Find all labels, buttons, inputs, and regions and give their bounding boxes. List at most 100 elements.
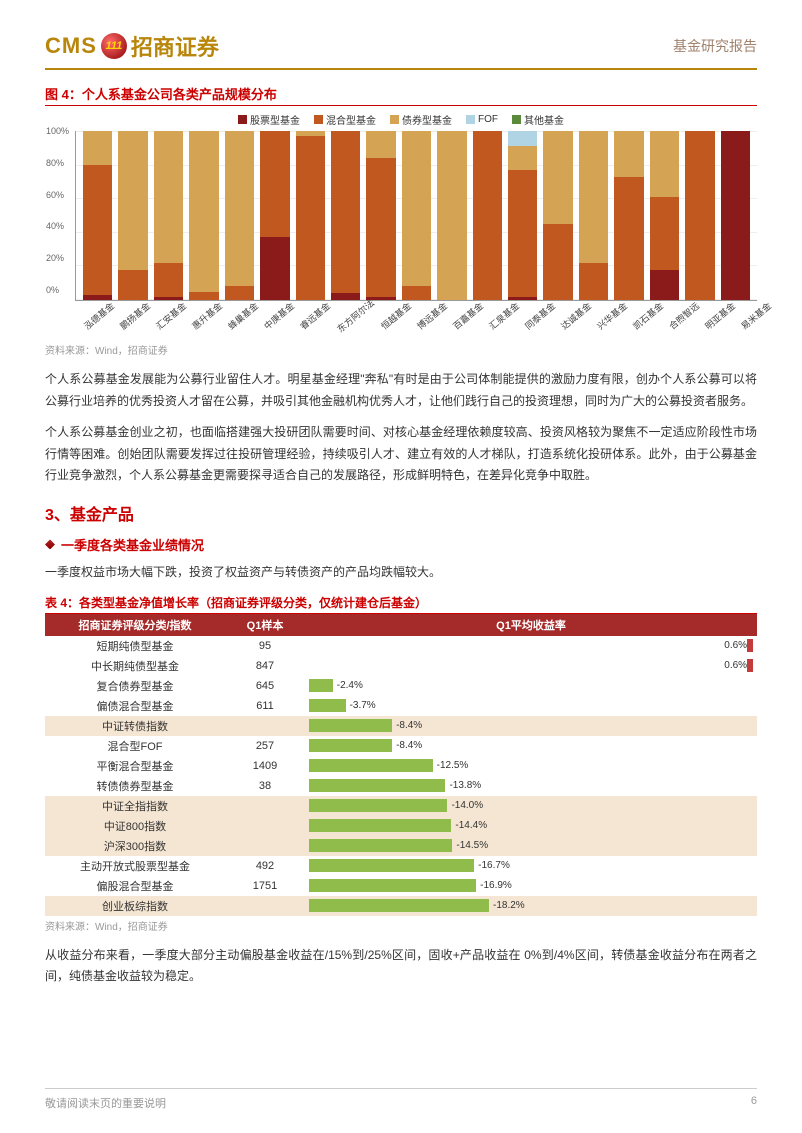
bar-segment — [650, 197, 679, 270]
legend-item: 债券型基金 — [390, 112, 452, 127]
legend-item: 其他基金 — [512, 112, 564, 127]
return-value: 0.6% — [724, 660, 747, 671]
bar-column — [473, 131, 502, 300]
bar-column — [543, 131, 572, 300]
q1-sample-cell: 95 — [225, 636, 305, 656]
return-value: -8.4% — [396, 740, 422, 751]
bar-segment — [331, 293, 360, 300]
y-axis: 100%80%60%40%20%0% — [46, 131, 69, 300]
return-bar — [309, 759, 433, 772]
table-row: 中长期纯债型基金8470.6% — [45, 656, 757, 676]
table4-source: 资料来源：Wind，招商证券 — [45, 918, 757, 933]
bar-segment — [579, 263, 608, 300]
return-value: 0.6% — [724, 640, 747, 651]
return-value: -13.8% — [449, 780, 481, 791]
bar-segment — [508, 170, 537, 297]
bar-column — [189, 131, 218, 300]
bar-segment — [650, 131, 679, 197]
legend-item: FOF — [466, 112, 498, 127]
legend-label: 股票型基金 — [250, 112, 300, 127]
bar-column — [118, 131, 147, 300]
bar-column — [650, 131, 679, 300]
bar-column — [508, 131, 537, 300]
bar-segment — [260, 131, 289, 237]
return-bar-cell: -2.4% — [305, 676, 757, 696]
x-label: 惠升基金 — [189, 299, 225, 332]
x-label: 恒越基金 — [378, 299, 414, 332]
x-label: 鹏扬基金 — [117, 299, 153, 332]
fund-name-cell: 主动开放式股票型基金 — [45, 856, 225, 876]
return-bar-cell: -13.8% — [305, 776, 757, 796]
table4: 招商证券评级分类/指数Q1样本Q1平均收益率 短期纯债型基金950.6%中长期纯… — [45, 614, 757, 916]
return-value: -16.9% — [480, 880, 512, 891]
bar-segment — [685, 131, 714, 300]
table4-title: 表 4：各类型基金净值增长率（招商证券评级分类，仅统计建仓后基金） — [45, 594, 757, 614]
x-axis-labels: 泓德基金鹏扬基金汇安基金惠升基金蜂巢基金中庚基金睿远基金东方阿尔法恒越基金博远基… — [75, 301, 757, 314]
bar-segment — [331, 131, 360, 293]
table-row: 混合型FOF257-8.4% — [45, 736, 757, 756]
return-bar — [309, 699, 346, 712]
q1-sample-cell: 611 — [225, 696, 305, 716]
x-label: 百嘉基金 — [450, 299, 486, 332]
return-bar — [309, 739, 392, 752]
fund-name-cell: 短期纯债型基金 — [45, 636, 225, 656]
x-label: 睿远基金 — [297, 299, 333, 332]
y-tick: 80% — [46, 158, 69, 168]
fund-name-cell: 偏债混合型基金 — [45, 696, 225, 716]
stacked-bar-chart: 100%80%60%40%20%0% — [75, 131, 757, 301]
fund-name-cell: 沪深300指数 — [45, 836, 225, 856]
fund-name-cell: 中证转债指数 — [45, 716, 225, 736]
bar-column — [154, 131, 183, 300]
y-tick: 20% — [46, 253, 69, 263]
legend-swatch — [314, 115, 323, 124]
return-bar-cell: -14.0% — [305, 796, 757, 816]
x-label: 东方阿尔法 — [334, 296, 377, 335]
return-bar — [309, 819, 451, 832]
x-label: 达诚基金 — [558, 299, 594, 332]
x-label: 博远基金 — [414, 299, 450, 332]
table-row: 平衡混合型基金1409-12.5% — [45, 756, 757, 776]
x-label: 中庚基金 — [261, 299, 297, 332]
bar-segment — [402, 131, 431, 286]
return-bar-cell: -12.5% — [305, 756, 757, 776]
bar-segment — [437, 131, 466, 300]
logo-block: CMS 111 招商证券 — [45, 30, 219, 62]
figure4-chart: 股票型基金 混合型基金债券型基金 FOF 其他基金 100%80%60%40%20%0… — [45, 108, 757, 314]
table-row: 短期纯债型基金95 0.6% — [45, 636, 757, 656]
bar-segment — [296, 136, 325, 300]
x-label: 凯石基金 — [630, 299, 666, 332]
bar-segment — [225, 286, 254, 300]
return-bar — [309, 859, 474, 872]
subsection-heading: 一季度各类基金业绩情况 — [45, 535, 757, 554]
q1-sample-cell: 645 — [225, 676, 305, 696]
bar-segment — [83, 131, 112, 165]
y-tick: 40% — [46, 221, 69, 231]
paragraph-1: 个人系公募基金发展能为公募行业留住人才。明星基金经理"奔私"有时是由于公司体制能… — [45, 369, 757, 412]
x-label: 汇泉基金 — [486, 299, 522, 332]
fund-name-cell: 中长期纯债型基金 — [45, 656, 225, 676]
bar-column — [721, 131, 750, 300]
return-value: -14.5% — [456, 840, 488, 851]
fund-name-cell: 偏股混合型基金 — [45, 876, 225, 896]
bar-segment — [189, 292, 218, 300]
logo-cms-text: CMS — [45, 33, 97, 59]
x-label: 易米基金 — [738, 299, 774, 332]
bar-segment — [366, 131, 395, 158]
x-label: 合煦智远 — [666, 299, 702, 332]
fund-name-cell: 创业板综指数 — [45, 896, 225, 916]
return-bar-cell: -3.7% — [305, 696, 757, 716]
table-header-cell: Q1样本 — [225, 614, 305, 636]
bar-segment — [543, 224, 572, 300]
return-bar-cell: 0.6% — [305, 636, 757, 656]
x-label: 同泰基金 — [522, 299, 558, 332]
legend-swatch — [466, 115, 475, 124]
y-tick: 100% — [46, 126, 69, 136]
legend-label: 其他基金 — [524, 112, 564, 127]
fund-name-cell: 平衡混合型基金 — [45, 756, 225, 776]
figure4-source: 资料来源：Wind，招商证券 — [45, 342, 757, 357]
paragraph-2: 个人系公募基金创业之初，也面临搭建强大投研团队需要时间、对核心基金经理依赖度较高… — [45, 422, 757, 487]
table-row: 偏股混合型基金1751-16.9% — [45, 876, 757, 896]
return-bar — [309, 839, 452, 852]
bar-segment — [721, 131, 750, 300]
legend-label: 混合型基金 — [326, 112, 376, 127]
